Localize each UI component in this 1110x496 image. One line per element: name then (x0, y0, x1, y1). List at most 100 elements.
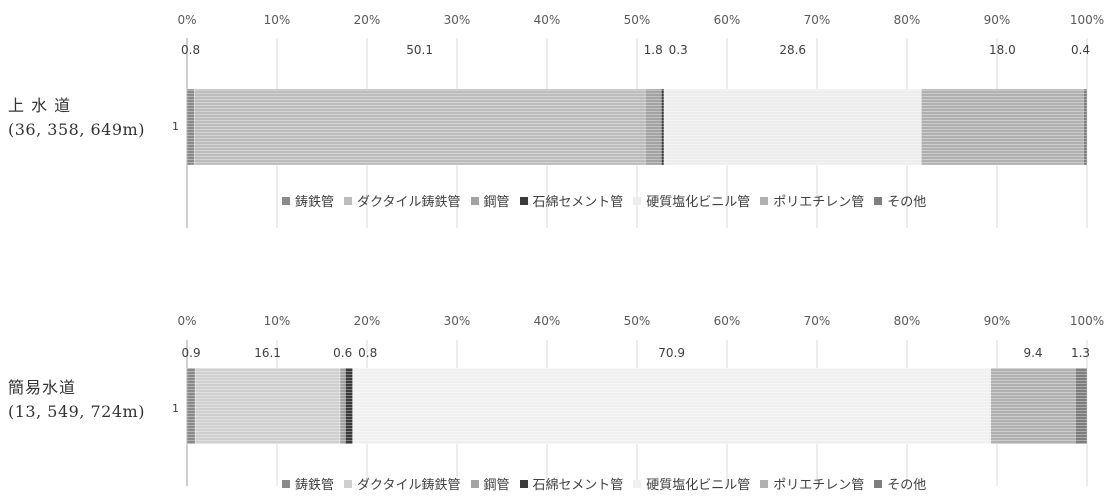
legend-label: ダクタイル鋳鉄管 (357, 195, 461, 210)
x-tick-label: 30% (444, 13, 471, 27)
legend-label: 鋼管 (483, 195, 510, 210)
legend-swatch (874, 479, 883, 488)
legend-swatch (282, 479, 290, 488)
bar-segment-1 (186, 88, 195, 166)
x-tick-label: 10% (264, 314, 291, 328)
bar-segment-6 (921, 88, 1084, 166)
row-name: 簡易水道 (8, 378, 77, 397)
legend-item: その他 (874, 191, 926, 210)
data-label: 1.8 (644, 43, 663, 57)
bar-segment-4 (345, 367, 353, 445)
legend-label: その他 (887, 478, 927, 493)
data-label: 0.9 (182, 346, 201, 360)
legend-label: その他 (887, 195, 927, 210)
data-label: 18.0 (989, 43, 1016, 57)
data-label: 0.4 (1071, 43, 1090, 57)
legend-item: 硬質塩化ビニル管 (633, 474, 750, 493)
x-tick-label: 50% (624, 13, 651, 27)
x-tick-label: 40% (534, 13, 561, 27)
legend-swatch (344, 479, 353, 488)
bar-segment-3 (339, 367, 346, 445)
legend-item: 硬質塩化ビニル管 (633, 191, 750, 210)
x-tick-label: 20% (354, 314, 381, 328)
legend-item: その他 (874, 474, 926, 493)
legend-swatch (282, 196, 290, 205)
legend-swatch (519, 479, 528, 488)
row-label-water-supply: 上 水 道 (36, 358, 649m) (8, 94, 145, 142)
legend-swatch (519, 196, 528, 205)
data-label: 16.1 (254, 346, 281, 360)
data-label: 9.4 (1023, 346, 1042, 360)
data-label: 28.6 (779, 43, 806, 57)
legend-label: 鋳鉄管 (295, 195, 335, 210)
data-label: 1.3 (1071, 346, 1090, 360)
data-label: 70.9 (658, 346, 685, 360)
x-tick-label: 60% (714, 13, 741, 27)
legend-item: 鋼管 (470, 474, 510, 493)
legend-label: ダクタイル鋳鉄管 (357, 478, 461, 493)
legend-label: ポリエチレン管 (773, 478, 865, 493)
legend-item: ポリエチレン管 (760, 191, 864, 210)
bar-segment-2 (194, 88, 646, 166)
legend-water-supply: 鋳鉄管 ダクタイル鋳鉄管 鋼管 石綿セメント管 硬質塩化ビニル管 ポリエチレン管 その他 (282, 191, 936, 210)
bar-segment-4 (661, 88, 665, 166)
legend-label: 鋳鉄管 (295, 478, 335, 493)
data-label: 0.8 (181, 43, 200, 57)
bar-segment-7 (1083, 88, 1088, 166)
legend-swatch (470, 479, 479, 488)
bar-segment-6 (990, 367, 1076, 445)
x-tick-label: 50% (624, 314, 651, 328)
x-tick-label: 60% (714, 314, 741, 328)
x-tick-label: 0% (177, 13, 196, 27)
row-total: (13, 549, 724m) (8, 402, 145, 421)
x-tick-label: 40% (534, 314, 561, 328)
legend-swatch (633, 196, 642, 205)
x-tick-label: 80% (894, 13, 921, 27)
bar-segment-5 (352, 367, 991, 445)
x-tick-label: 30% (444, 314, 471, 328)
legend-item: 鋳鉄管 (282, 474, 334, 493)
category-label: 1 (172, 120, 179, 133)
legend-item: 石綿セメント管 (519, 474, 624, 493)
x-tick-label: 90% (984, 13, 1011, 27)
legend-swatch (344, 196, 353, 205)
x-tick-label: 70% (804, 314, 831, 328)
x-tick-label: 100% (1070, 314, 1104, 328)
x-tick-label: 90% (984, 314, 1011, 328)
legend-label: 鋼管 (483, 478, 510, 493)
data-label: 0.3 (669, 43, 688, 57)
legend-item: 石綿セメント管 (519, 191, 624, 210)
legend-item: 鋼管 (470, 191, 510, 210)
x-tick-label: 80% (894, 314, 921, 328)
bar-segment-3 (644, 88, 662, 166)
legend-item: ポリエチレン管 (760, 474, 864, 493)
bar-segment-7 (1075, 367, 1088, 445)
legend-swatch (760, 479, 769, 488)
x-tick-label: 10% (264, 13, 291, 27)
legend-swatch (470, 196, 479, 205)
stacked-bar-chart-simple-water-supply: 0% 10% 20% 30% 40% 50% 60% 70% 80% 90% 100% 0.9 16.1… (177, 314, 1104, 486)
legend-swatch (633, 479, 642, 488)
data-label: 50.1 (406, 43, 433, 57)
legend-label: 石綿セメント管 (532, 478, 624, 493)
bar-segment-1 (186, 367, 196, 445)
row-name: 上 水 道 (8, 96, 72, 115)
legend-item: ダクタイル鋳鉄管 (344, 474, 461, 493)
bar-segment-2 (194, 367, 341, 445)
row-label-simple-water-supply: 簡易水道 (13, 549, 724m) (8, 376, 145, 424)
x-tick-label: 100% (1070, 13, 1104, 27)
x-tick-label: 0% (177, 314, 196, 328)
legend-simple-water-supply: 鋳鉄管 ダクタイル鋳鉄管 鋼管 石綿セメント管 硬質塩化ビニル管 ポリエチレン管 その他 (282, 474, 936, 493)
x-tick-label: 70% (804, 13, 831, 27)
data-label: 0.6 (333, 346, 352, 360)
legend-swatch (760, 196, 769, 205)
category-label: 1 (172, 402, 179, 415)
stacked-bar-chart-water-supply: 0% 10% 20% 30% 40% 50% 60% 70% 80% 90% 100% 0.8 50.1… (177, 13, 1104, 228)
x-tick-label: 20% (354, 13, 381, 27)
legend-label: ポリエチレン管 (773, 195, 865, 210)
legend-label: 石綿セメント管 (532, 195, 624, 210)
legend-label: 硬質塩化ビニル管 (646, 478, 751, 493)
data-label: 0.8 (358, 346, 377, 360)
legend-swatch (874, 196, 883, 205)
legend-item: 鋳鉄管 (282, 191, 334, 210)
